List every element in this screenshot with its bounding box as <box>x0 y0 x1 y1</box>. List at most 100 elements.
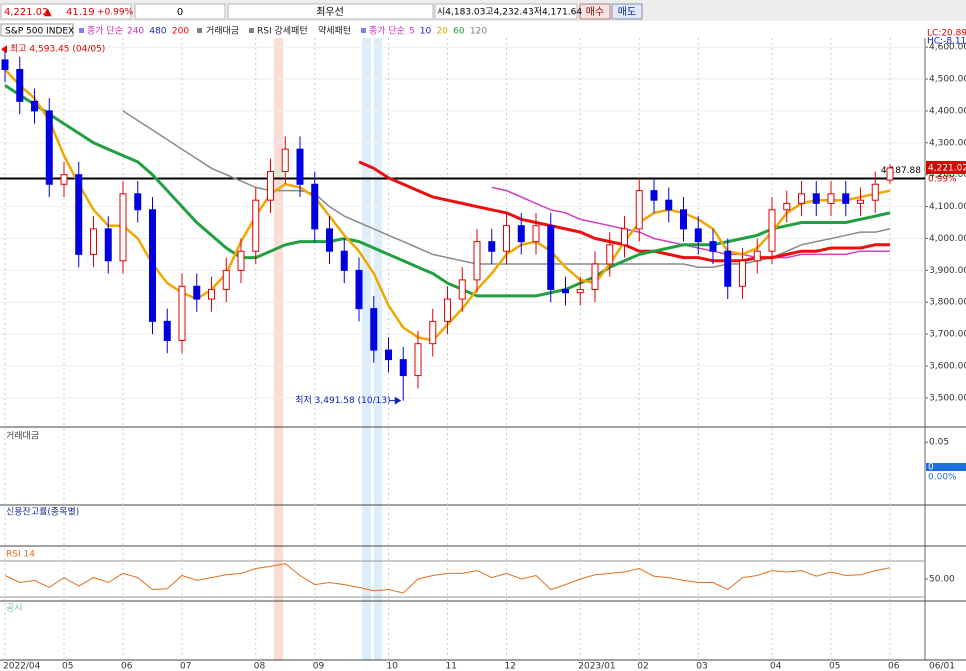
legend-period: 120 <box>470 27 487 37</box>
candle-body <box>326 228 333 252</box>
y-tick-label: 3,700.00 <box>929 330 966 340</box>
arrow: ▲ <box>44 7 52 18</box>
candle-body <box>45 110 53 185</box>
max-arrow <box>1 45 7 54</box>
candle-body <box>473 241 481 281</box>
legend-volume: 거래대금 <box>206 26 239 37</box>
x-tick-label: 10 <box>387 662 399 671</box>
mode: 최우선 <box>316 6 344 18</box>
candle-body <box>724 250 732 287</box>
last-price-box <box>926 160 966 174</box>
buy-button[interactable] <box>579 3 611 20</box>
symbol: S&P 500 INDEX <box>5 27 74 37</box>
y-tick-label: 3,500.00 <box>929 393 966 403</box>
last-price-label: 4,221.02 <box>928 163 966 173</box>
y-tick-label: 4,600.00 <box>929 43 966 53</box>
candle-body <box>237 250 245 271</box>
moving-average-line <box>122 110 891 268</box>
candle-body <box>635 190 643 230</box>
legend-rsi-strong: RSI 강세패턴 <box>257 26 308 37</box>
ohl-box <box>434 3 578 20</box>
x-tick-label: 05 <box>829 662 840 671</box>
x-tick-label: 2023/01 <box>578 662 615 671</box>
candle-body <box>90 228 97 255</box>
y-tick-label: 4,500.00 <box>929 75 966 85</box>
candle-body <box>296 148 304 185</box>
candle-body <box>503 225 510 252</box>
legend-row <box>0 23 966 37</box>
legend-weak: 약세패턴 <box>318 25 351 37</box>
volume-last-box <box>926 463 966 471</box>
min-label: 최저 3,491.58 (10/13) <box>295 395 390 406</box>
candle-body <box>842 193 850 204</box>
legend-square <box>79 28 84 33</box>
price: 4,221.02 <box>4 7 49 18</box>
lc-label: LC:20.89 <box>927 29 966 39</box>
credit-title: 신용잔고률(종목별) <box>6 507 79 518</box>
y-tick-label: 4,100.00 <box>929 202 966 212</box>
qty-box[interactable] <box>134 3 226 20</box>
legend-period: 200 <box>172 27 189 37</box>
candle-body <box>665 199 673 211</box>
moving-average-line <box>491 186 890 259</box>
candle-body <box>208 288 215 300</box>
change-pct: +0.99% <box>97 8 134 18</box>
symbol-box[interactable] <box>0 23 74 37</box>
candle-body <box>149 209 156 322</box>
candle-body <box>399 359 407 377</box>
candle-body <box>576 288 584 294</box>
notice-title: 공시 <box>6 603 23 614</box>
candle-body <box>414 343 422 377</box>
x-tick-label: 2022/04 <box>3 662 41 671</box>
candle-body <box>134 193 142 211</box>
y-tick-label: 3,600.00 <box>929 362 966 372</box>
candle-body <box>871 183 879 201</box>
candle-body <box>562 288 569 294</box>
candle-body <box>385 349 392 361</box>
candle-body <box>739 260 746 287</box>
sell-button[interactable] <box>611 3 643 20</box>
candle-body <box>355 269 363 310</box>
legend-ma-long: 종가 단순 <box>87 26 123 37</box>
x-tick-label: 02 <box>637 662 648 671</box>
candle-body <box>75 174 83 255</box>
candle-body <box>1 59 9 70</box>
rsi-title: RSI 14 <box>6 550 35 560</box>
mode-box[interactable] <box>227 3 434 20</box>
legend-period: 480 <box>149 27 166 37</box>
candle-body <box>163 320 171 341</box>
y-tick-label: 3,900.00 <box>929 266 966 276</box>
candle-body <box>458 279 466 300</box>
x-tick-label: 12 <box>505 662 516 671</box>
legend-square <box>361 28 366 33</box>
candle-body <box>16 68 24 102</box>
candle-body <box>886 167 894 181</box>
candle-body <box>429 320 437 345</box>
candle-body <box>444 298 451 322</box>
hc-label: HC:-8.11 <box>927 37 966 47</box>
price-box <box>0 3 132 20</box>
x-tick-label: 06 <box>888 662 900 671</box>
buy-label: 매수 <box>586 6 604 18</box>
x-tick-label: 05 <box>62 662 73 671</box>
y-tick-label: 4,000.00 <box>929 234 966 244</box>
candle-body <box>591 263 599 290</box>
candle-body <box>311 183 319 230</box>
min-arrow <box>389 396 402 405</box>
ohl: 시4,183.03고4,232.43저4,171.64 <box>437 7 582 18</box>
x-tick-label: 04 <box>770 662 782 671</box>
x-tick-label: 07 <box>180 662 191 671</box>
candle-body <box>267 170 274 201</box>
candle-body <box>783 202 791 211</box>
candle-body <box>621 228 628 246</box>
last-pct-label: 0.99% <box>928 174 957 184</box>
candle-body <box>60 174 68 185</box>
legend-square <box>249 28 254 33</box>
candle-body <box>488 241 496 252</box>
candle-body <box>650 190 658 201</box>
y-tick-label: 4,200.00 <box>929 170 966 180</box>
candle-body <box>768 209 776 252</box>
candle-body <box>517 225 525 243</box>
change: 41.19 <box>66 7 95 18</box>
